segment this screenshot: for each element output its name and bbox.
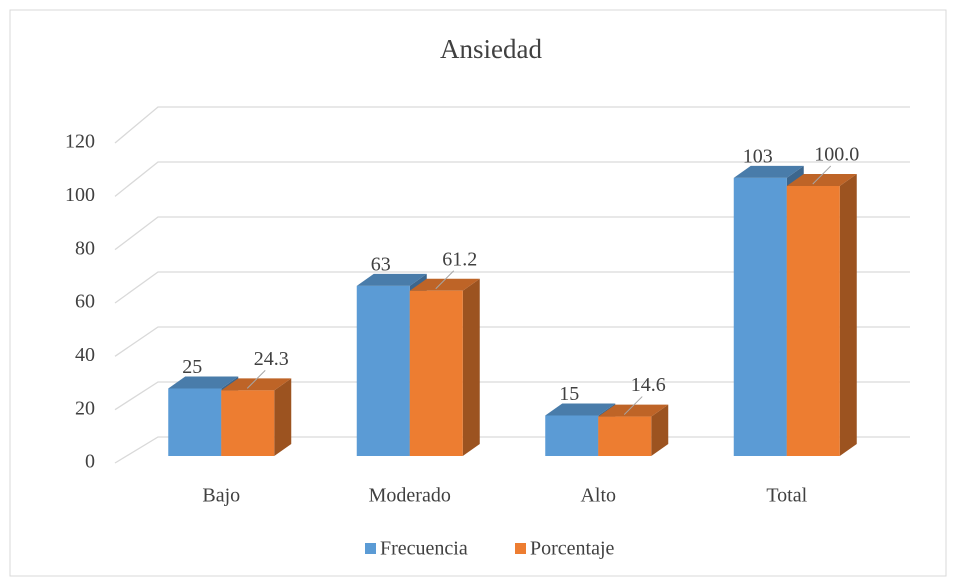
legend-swatch [515, 543, 526, 554]
bar-side [839, 174, 857, 456]
grid-line [114, 326, 910, 357]
leader-line [246, 370, 266, 389]
bar-side [462, 278, 480, 456]
bar-top [598, 404, 669, 417]
bar-top [356, 273, 427, 286]
bar-top [409, 278, 480, 291]
bar-top [733, 165, 804, 178]
bar [356, 285, 410, 456]
x-tick-label: Bajo [202, 485, 240, 507]
y-tick-label: 40 [75, 344, 95, 366]
data-label: 25 [182, 356, 202, 378]
bar-top [221, 378, 292, 391]
grid-line [114, 271, 910, 304]
leader-line [812, 165, 832, 185]
bar [786, 186, 840, 456]
data-label: 100.0 [814, 144, 859, 166]
grid-line [114, 381, 910, 411]
grid-line [114, 216, 910, 251]
bar [545, 415, 599, 456]
bar [733, 177, 787, 456]
x-tick-label: Alto [580, 485, 616, 507]
y-tick-label: 0 [85, 451, 95, 473]
bar-side [274, 378, 292, 456]
legend-label: Porcentaje [530, 538, 615, 560]
bar-top [168, 376, 239, 389]
y-tick-label: 100 [65, 184, 95, 206]
y-tick-label: 60 [75, 291, 95, 313]
bar [168, 388, 222, 456]
data-label: 103 [743, 145, 773, 167]
bar-side [651, 404, 669, 456]
bar [598, 416, 652, 456]
data-label: 14.6 [631, 374, 666, 396]
y-tick-label: 20 [75, 397, 95, 419]
chart-title: Ansiedad [440, 34, 542, 64]
x-tick-label: Total [766, 485, 807, 507]
data-label: 15 [559, 383, 579, 405]
legend-swatch [365, 543, 376, 554]
y-tick-label: 80 [75, 237, 95, 259]
bar-top [786, 174, 857, 186]
bar [221, 390, 275, 456]
y-tick-label: 120 [65, 131, 95, 153]
leader-line [623, 396, 643, 415]
bar-top [545, 403, 616, 416]
data-label: 24.3 [254, 348, 289, 370]
leader-line [435, 270, 455, 290]
grid-line [114, 161, 910, 197]
data-label: 63 [371, 253, 391, 275]
x-tick-label: Moderado [369, 485, 451, 507]
grid-line [114, 106, 910, 144]
data-label: 61.2 [442, 248, 477, 270]
bar [409, 290, 463, 456]
legend-label: Frecuencia [380, 538, 468, 560]
